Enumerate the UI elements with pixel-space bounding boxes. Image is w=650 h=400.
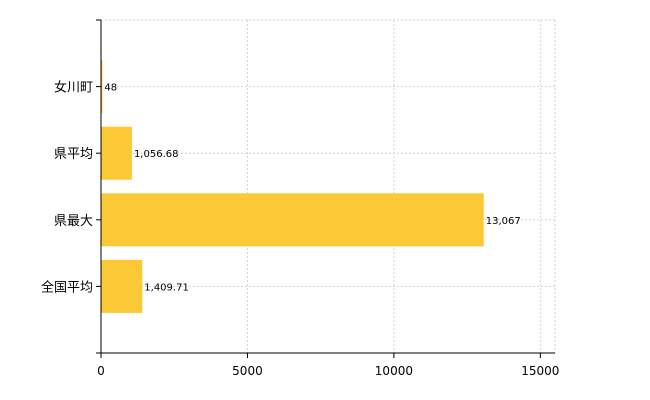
x-tick-label: 0 <box>97 364 105 378</box>
bar-1 <box>101 126 132 180</box>
category-label: 県平均 <box>54 147 93 162</box>
category-label: 全国平均 <box>41 279 93 295</box>
data-label: 1,409.71 <box>144 282 189 293</box>
bar-2 <box>101 193 484 247</box>
data-label: 13,067 <box>486 216 521 227</box>
bar-3 <box>101 259 143 313</box>
grid-lines <box>101 19 556 353</box>
data-label: 48 <box>104 83 117 94</box>
category-label: 女川町 <box>54 80 93 96</box>
axes <box>96 19 555 358</box>
category-label: 県最大 <box>54 214 93 229</box>
x-tick-label: 5000 <box>232 364 263 378</box>
x-tick-label: 15000 <box>521 364 559 378</box>
data-label: 1,056.68 <box>134 149 179 160</box>
x-tick-label: 10000 <box>375 364 413 378</box>
bar-0 <box>101 60 103 114</box>
bars <box>101 60 484 313</box>
